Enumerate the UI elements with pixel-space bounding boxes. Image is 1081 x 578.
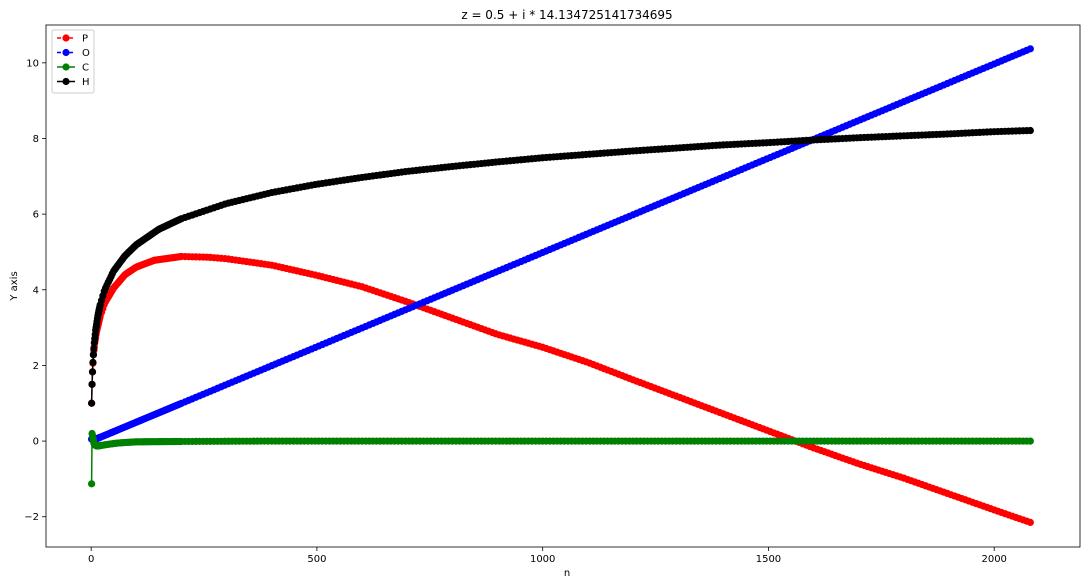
y-tick-label: 0 xyxy=(33,437,39,448)
axes-border xyxy=(45,24,1081,548)
series-o-point xyxy=(1026,45,1034,53)
legend-marker xyxy=(62,63,70,71)
legend-label: C xyxy=(82,63,89,74)
series-h-markers xyxy=(88,126,1034,407)
series-o xyxy=(88,45,1034,443)
legend-box xyxy=(51,29,95,94)
x-axis-label: n xyxy=(564,568,570,578)
x-tick-label: 1500 xyxy=(756,554,781,565)
legend-label: O xyxy=(82,48,90,59)
series-h-point xyxy=(89,351,98,359)
chart-title: z = 0.5 + i * 14.134725141734695 xyxy=(461,8,672,22)
x-axis: 0 500 1000 1500 2000 xyxy=(88,547,1007,565)
series-p-point xyxy=(1026,518,1034,527)
x-tick-label: 500 xyxy=(307,554,326,565)
y-tick-label: 6 xyxy=(33,210,39,221)
series-c-point xyxy=(1026,437,1034,445)
legend-item-p: P xyxy=(57,34,88,45)
series-h-point xyxy=(1026,126,1034,135)
series-c-point xyxy=(88,480,96,488)
series-c xyxy=(88,429,1034,488)
series-h-point xyxy=(88,399,96,407)
x-tick-label: 2000 xyxy=(981,554,1006,565)
series-h-point xyxy=(89,358,97,367)
series-c-markers xyxy=(88,429,1034,488)
legend-marker xyxy=(62,77,70,86)
series-h-point xyxy=(88,368,97,376)
series-h-point xyxy=(90,345,98,353)
y-tick-label: 8 xyxy=(33,134,39,145)
series-o-markers xyxy=(88,45,1034,443)
y-axis-label: Y axis xyxy=(9,271,20,301)
y-tick-label: 10 xyxy=(26,58,39,69)
series-h xyxy=(88,126,1034,407)
x-tick-label: 0 xyxy=(88,554,94,565)
y-tick-label: −2 xyxy=(24,512,39,523)
legend-marker xyxy=(62,34,70,42)
legend-marker xyxy=(62,48,70,57)
legend-item-h: H xyxy=(57,77,90,88)
y-tick-label: 2 xyxy=(33,361,39,372)
legend-item-c: C xyxy=(57,63,89,74)
x-tick-label: 1000 xyxy=(530,554,555,565)
legend-label: P xyxy=(82,34,88,45)
plot-area xyxy=(88,45,1034,527)
y-axis: −2 0 2 4 6 8 10 xyxy=(24,58,46,523)
y-tick-label: 4 xyxy=(33,285,39,296)
legend-label: H xyxy=(82,77,90,88)
axes-frame xyxy=(45,24,1081,548)
legend-item-o: O xyxy=(57,48,90,59)
series-h-point xyxy=(88,380,96,388)
